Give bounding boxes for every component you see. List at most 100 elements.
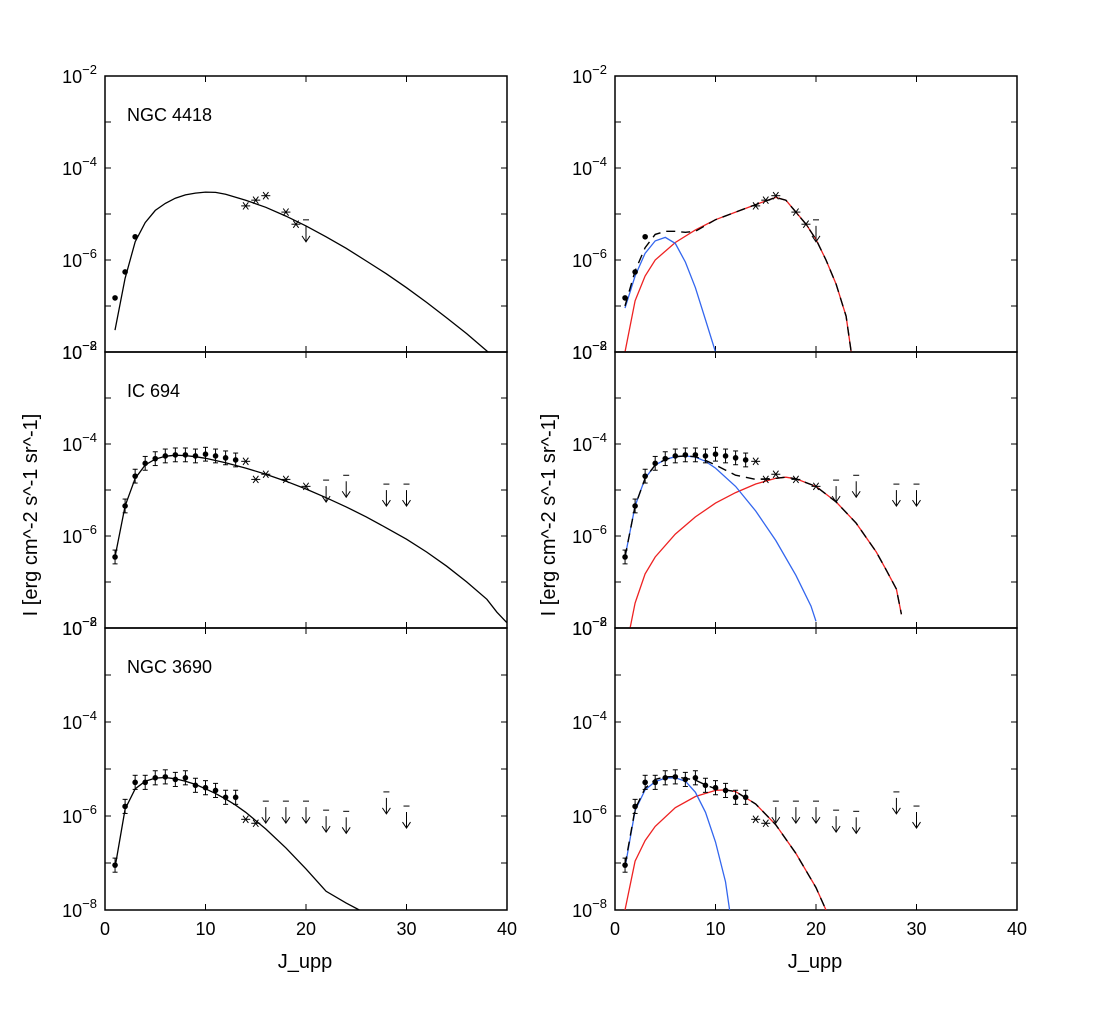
- upper-limit-head: [341, 491, 351, 499]
- asterisk-stroke: [302, 482, 310, 491]
- y-tick-label: 10−8: [572, 896, 607, 921]
- axes-frame: [614, 627, 1018, 911]
- asterisk-stroke: [752, 815, 759, 824]
- y-tick-label-exponent: −4: [592, 708, 607, 723]
- y-tick-label: 10−8: [62, 896, 97, 921]
- upper-limit-arrow: [402, 805, 411, 829]
- data-point: [112, 862, 118, 868]
- data-point: [132, 233, 138, 240]
- y-tick-label-base: 10: [572, 251, 592, 271]
- asterisk-point: [791, 475, 801, 484]
- y-tick-label: 10−6: [62, 522, 97, 547]
- data-point: [192, 453, 199, 459]
- upper-limit-arrow: [811, 219, 821, 243]
- y-tick-label-exponent: −4: [82, 154, 97, 169]
- asterisk-stroke: [762, 196, 769, 205]
- cold-component-curve: [624, 777, 731, 910]
- y-tick-label: 10−8: [62, 338, 97, 363]
- data-point: [662, 455, 669, 462]
- asterisk-stroke: [762, 819, 769, 828]
- data-point: [652, 460, 658, 467]
- x-tick-label: 40: [1007, 919, 1027, 939]
- upper-limit-arrow: [831, 809, 841, 834]
- x-tick-label: 20: [806, 919, 826, 939]
- data-point: [222, 794, 229, 801]
- upper-limit-arrow: [771, 800, 781, 825]
- y-tick-label: 10−6: [62, 246, 97, 271]
- asterisk-stroke: [242, 457, 249, 466]
- y-tick-label-exponent: −8: [592, 614, 607, 629]
- upper-limit-head: [831, 495, 841, 503]
- galaxy-label: IC 694: [127, 381, 180, 401]
- asterisk-stroke: [252, 819, 259, 828]
- data-point: [632, 503, 638, 509]
- asterisk-stroke: [792, 475, 799, 484]
- y-tick-label: 10−4: [62, 708, 97, 733]
- data-point: [742, 794, 749, 801]
- data-point: [122, 803, 128, 810]
- asterisk-stroke: [292, 220, 300, 229]
- data-point: [682, 452, 689, 458]
- upper-limit-arrow: [402, 483, 411, 508]
- upper-limit-arrow: [912, 805, 921, 829]
- panel-right-top: 10−810−610−410−2: [572, 62, 1018, 363]
- data-point: [632, 269, 638, 275]
- y-tick-label-base: 10: [62, 435, 82, 455]
- data-point: [712, 451, 719, 458]
- upper-limit-head: [381, 499, 391, 508]
- panel-right-middle: 10−810−610−410−2: [572, 338, 1018, 639]
- y-tick-label: 10−4: [572, 154, 607, 179]
- y-tick-label-base: 10: [572, 901, 592, 921]
- upper-limit-head: [402, 821, 411, 829]
- upper-limit-head: [771, 816, 781, 825]
- y-tick-label-base: 10: [572, 527, 592, 547]
- y-tick-label: 10−2: [572, 62, 607, 87]
- asterisk-point: [241, 457, 251, 466]
- y-axis-label-left: I [erg cm^-2 s^-1 sr^-1]: [20, 414, 42, 617]
- upper-limit-arrow: [851, 474, 861, 499]
- upper-limit-arrow: [261, 800, 271, 825]
- data-point: [112, 554, 118, 560]
- asterisk-stroke: [752, 201, 759, 210]
- y-tick-label: 10−8: [62, 614, 97, 639]
- data-point: [672, 774, 679, 780]
- y-tick-label: 10−2: [62, 614, 97, 639]
- total-model-dashed-curve: [624, 775, 827, 910]
- data-point: [142, 460, 148, 467]
- data-point: [702, 453, 709, 459]
- asterisk-point: [281, 475, 291, 484]
- y-tick-label-exponent: −8: [592, 338, 607, 353]
- y-tick-label: 10−2: [62, 62, 97, 87]
- data-point: [212, 787, 219, 794]
- y-tick-label-base: 10: [572, 343, 592, 363]
- upper-limit-head: [912, 821, 921, 829]
- asterisk-stroke: [792, 208, 799, 216]
- x-tick-label: 0: [100, 919, 110, 939]
- y-tick-label-base: 10: [62, 67, 82, 87]
- x-axis-label-left: J_upp: [278, 951, 333, 973]
- upper-limit-head: [791, 816, 801, 825]
- y-tick-label-base: 10: [572, 619, 592, 639]
- y-tick-label-exponent: −2: [592, 338, 607, 353]
- data-point: [712, 784, 719, 791]
- data-point: [162, 774, 169, 780]
- upper-limit-head: [261, 816, 271, 825]
- asterisk-point: [751, 457, 761, 466]
- y-tick-label-exponent: −6: [592, 522, 607, 537]
- y-tick-label: 10−2: [572, 614, 607, 639]
- asterisk-point: [261, 191, 271, 200]
- y-tick-label-base: 10: [62, 619, 82, 639]
- upper-limit-arrow: [912, 483, 921, 508]
- galaxy-label: NGC 3690: [127, 657, 212, 677]
- data-point: [652, 779, 658, 786]
- y-tick-label: 10−4: [62, 154, 97, 179]
- data-point: [742, 457, 749, 463]
- data-point: [172, 452, 179, 458]
- upper-limit-head: [912, 499, 921, 508]
- y-tick-label-exponent: −4: [592, 430, 607, 445]
- asterisk-point: [241, 201, 251, 210]
- data-point: [692, 774, 699, 781]
- y-tick-label-base: 10: [572, 807, 592, 827]
- upper-limit-arrow: [381, 791, 391, 815]
